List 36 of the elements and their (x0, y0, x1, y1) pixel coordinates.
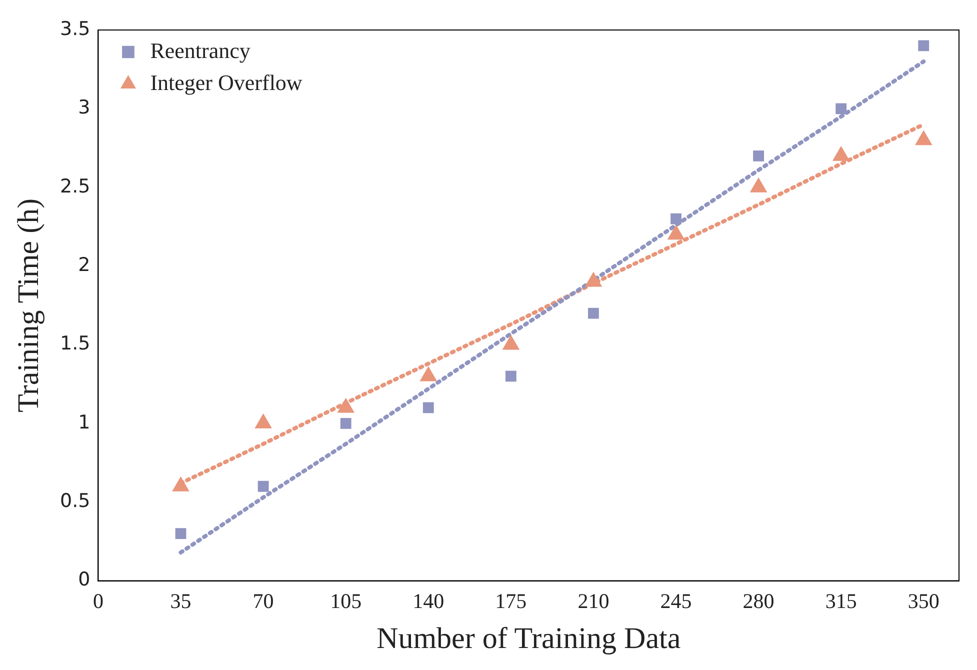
x-tick-label: 280 (742, 588, 774, 613)
y-tick-label: 0 (78, 568, 90, 591)
x-axis-title: Number of Training Data (376, 622, 681, 655)
point (588, 308, 599, 319)
y-tick-label: 1.5 (60, 332, 90, 355)
x-tick-label: 175 (495, 588, 527, 613)
point (340, 418, 352, 429)
x-tick-label: 315 (825, 588, 857, 613)
y-tick-label: 0.5 (60, 490, 90, 512)
x-tick-label: 245 (660, 588, 692, 613)
x-tick-label: 140 (412, 588, 444, 613)
point (915, 130, 932, 146)
y-tick-label: 2.5 (60, 175, 90, 198)
y-axis-title: Training Time (h) (12, 198, 45, 412)
point (258, 480, 269, 492)
y-tick-label: 3.5 (60, 18, 90, 40)
point (505, 370, 516, 382)
x-tick-label: 105 (330, 588, 362, 613)
point (585, 272, 602, 287)
y-tick-label: 2 (78, 254, 90, 276)
x-tick-label: 35 (170, 588, 192, 613)
x-tick-label: 210 (578, 588, 610, 613)
point (502, 335, 520, 350)
y-tick-label: 3 (78, 96, 90, 119)
point (832, 146, 850, 161)
point (750, 178, 767, 192)
point (420, 366, 437, 382)
x-tick-label: 70 (252, 588, 274, 613)
y-tick-label: 1 (78, 411, 90, 434)
x-tick-label: 350 (908, 588, 940, 613)
legend-label: Integer Overflow (150, 70, 302, 95)
point (175, 528, 186, 540)
point (338, 398, 354, 413)
point (422, 402, 434, 414)
legend-label: Reentrancy (150, 38, 250, 63)
point (668, 225, 684, 240)
